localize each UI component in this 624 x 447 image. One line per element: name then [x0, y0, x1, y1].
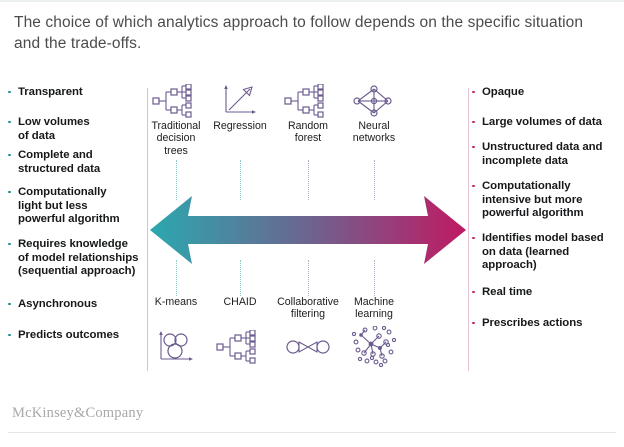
dotted-connector-lower: [240, 260, 242, 296]
right-bullet-item: Real time: [472, 286, 532, 300]
left-bullet-label: Low volumes of data: [18, 116, 90, 142]
left-bullet-label: Asynchronous: [18, 298, 98, 310]
top-technique-label: Traditional decision trees: [151, 120, 201, 157]
left-bullet-label: Predicts outcomes: [18, 329, 120, 341]
bullet-dot-icon: [472, 236, 475, 240]
left-bullet-label: Complete and structured data: [18, 149, 101, 175]
scatter-clusters-icon: [145, 330, 207, 364]
dotted-connector-lower: [176, 260, 178, 296]
right-bullet-label: Large volumes of data: [482, 116, 602, 128]
double-headed-gradient-arrow: [150, 196, 466, 264]
top-technique-label: Regression: [213, 120, 267, 132]
right-bullet-item: Large volumes of data: [472, 116, 602, 130]
network-scatter-icon: [343, 326, 405, 368]
bullet-dot-icon: [8, 153, 11, 157]
bullet-dot-icon: [8, 242, 11, 246]
right-bullet-item: Computationally intensive but more powerfu…: [472, 180, 584, 221]
center-spectrum-panel: Traditional decision trees Regression Random…: [148, 84, 468, 376]
bullet-dot-icon: [472, 290, 475, 294]
left-bullet-item: Predicts outcomes: [8, 329, 119, 343]
dotted-connector-upper: [308, 160, 310, 200]
left-divider-line: [147, 88, 148, 371]
bottom-technique-label: K-means: [154, 296, 198, 308]
page-title: The choice of which analytics approach t…: [14, 14, 584, 52]
bottom-icon-row: [145, 326, 468, 368]
bullet-dot-icon: [8, 302, 11, 306]
right-bullet-item: Unstructured data and incomplete data: [472, 141, 603, 168]
left-bullet-item: Transparent: [8, 86, 83, 100]
left-bullet-item: Low volumes of data: [8, 116, 90, 143]
bullet-dot-icon: [472, 120, 475, 124]
bottom-technique-label: Collaborative filtering: [277, 296, 339, 321]
mckinsey-logo: McKinsey&Company: [12, 405, 144, 421]
top-technique-label: Neural networks: [352, 120, 396, 145]
dotted-connector-upper: [240, 160, 242, 200]
bullet-dot-icon: [8, 120, 11, 124]
left-bullet-item: Complete and structured data: [8, 149, 100, 176]
decision-tree-icon: [209, 330, 271, 364]
right-bullet-label: Identifies model based on data (learned ap…: [482, 232, 604, 272]
left-bullet-label: Computationally light but less powerful al…: [18, 186, 120, 226]
right-divider-line: [468, 88, 469, 371]
right-bullet-item: Opaque: [472, 86, 524, 100]
bullet-dot-icon: [472, 321, 475, 325]
dotted-connector-upper: [176, 160, 178, 200]
right-bullet-item: Identifies model based on data (learned ap…: [472, 232, 604, 273]
neural-network-icon: [343, 84, 405, 118]
dotted-connector-lower: [374, 260, 376, 296]
decision-tree-icon: [277, 84, 339, 118]
two-node-link-icon: [277, 330, 339, 364]
spectrum-arrow: [148, 192, 468, 268]
bullet-dot-icon: [472, 90, 475, 94]
top-technique-label: Random forest: [287, 120, 329, 145]
bottom-technique-label: Machine learning: [353, 296, 395, 321]
bullet-dot-icon: [8, 190, 11, 194]
right-bullet-item: Prescribes actions: [472, 317, 582, 331]
decision-tree-icon: [145, 84, 207, 118]
left-bullet-item: Computationally light but less powerful al…: [8, 186, 120, 227]
top-divider: [0, 0, 624, 2]
left-bullet-label: Transparent: [18, 86, 83, 98]
right-bullet-label: Prescribes actions: [482, 317, 583, 329]
right-bullet-label: Unstructured data and incomplete data: [482, 141, 603, 167]
left-bullet-item: Requires knowledge of model relationships…: [8, 238, 138, 279]
bottom-technique-label: CHAID: [223, 296, 257, 308]
bullet-dot-icon: [472, 184, 475, 188]
right-bullet-label: Computationally intensive but more powerfu…: [482, 180, 584, 220]
regression-chart-icon: [209, 84, 271, 118]
bullet-dot-icon: [472, 145, 475, 149]
left-bullet-item: Asynchronous: [8, 298, 97, 312]
bullet-dot-icon: [8, 90, 11, 94]
dotted-connector-lower: [308, 260, 310, 296]
bullet-dot-icon: [8, 333, 11, 337]
footer-divider: [8, 432, 616, 433]
right-bullet-label: Opaque: [482, 86, 525, 98]
dotted-connector-upper: [374, 160, 376, 200]
top-icon-row: [148, 84, 468, 118]
left-bullet-label: Requires knowledge of model relationships…: [18, 238, 139, 278]
right-bullet-label: Real time: [482, 286, 533, 298]
